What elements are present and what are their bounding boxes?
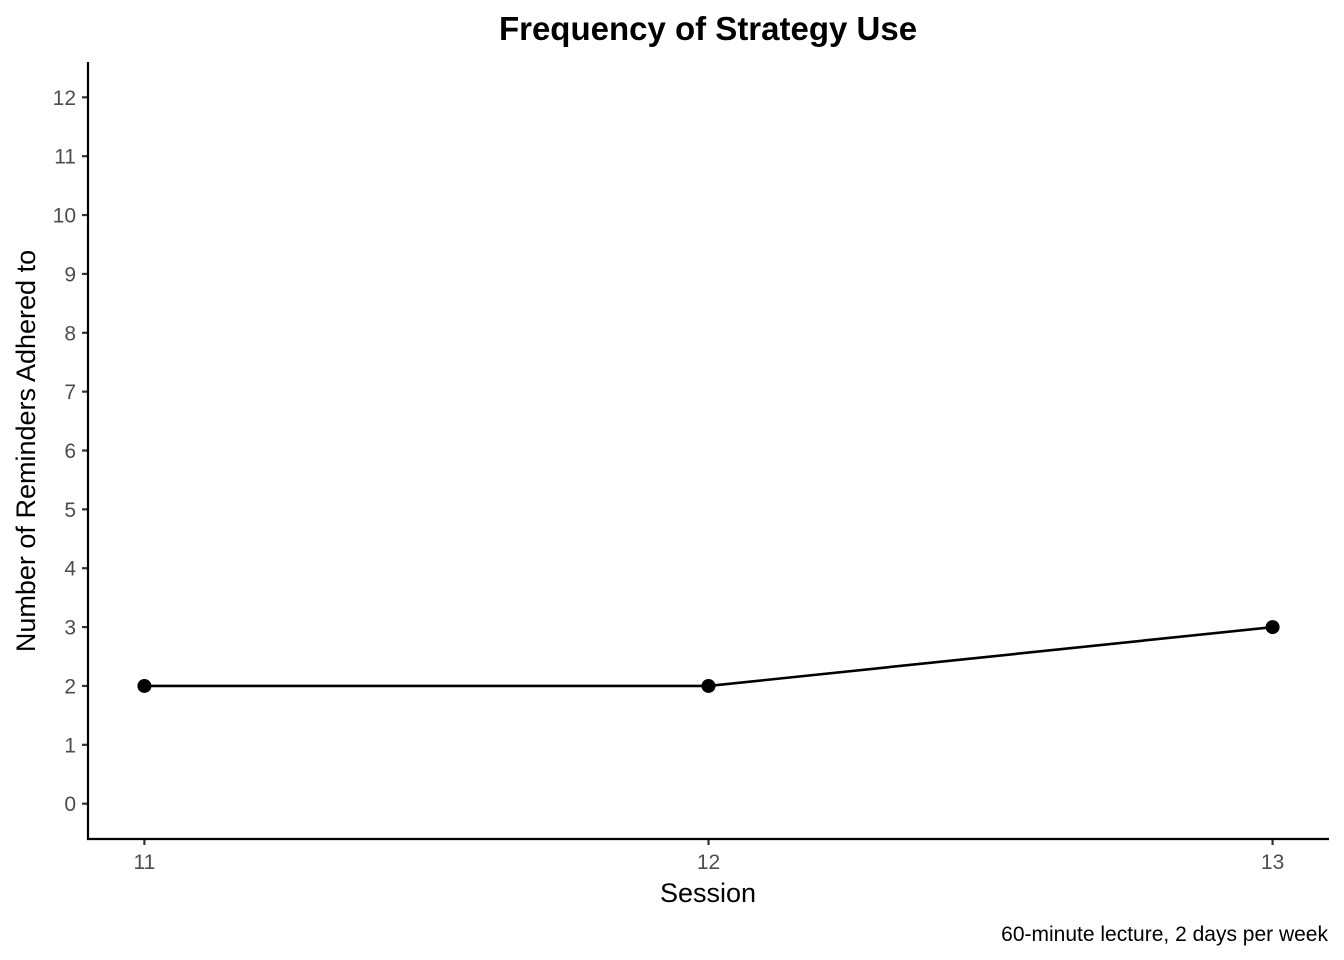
data-point	[701, 678, 716, 693]
series-layer	[137, 620, 1280, 693]
chart-caption: 60-minute lecture, 2 days per week	[1001, 923, 1328, 946]
y-axis-title: Number of Reminders Adhered to	[11, 250, 41, 652]
y-tick-label: 9	[64, 263, 76, 286]
x-tick-label: 12	[697, 851, 720, 874]
x-axis-ticks: 11 12 13	[134, 839, 1284, 874]
y-tick-label: 4	[64, 558, 76, 581]
y-tick-label: 2	[64, 675, 76, 698]
x-tick-label: 13	[1261, 851, 1284, 874]
chart-title: Frequency of Strategy Use	[499, 10, 917, 47]
y-tick-label: 10	[53, 205, 76, 228]
y-tick-label: 3	[64, 617, 76, 640]
y-tick-label: 11	[54, 146, 76, 169]
x-tick-label: 11	[134, 851, 156, 874]
y-tick-label: 8	[64, 322, 76, 345]
data-point	[1265, 620, 1280, 635]
x-axis-title: Session	[660, 878, 756, 908]
y-tick-label: 7	[64, 381, 76, 404]
data-point	[137, 678, 152, 693]
y-tick-label: 5	[64, 499, 76, 522]
y-tick-label: 12	[53, 87, 76, 110]
series-line	[144, 625, 1273, 688]
y-tick-label: 1	[64, 734, 76, 757]
y-tick-label: 0	[64, 793, 76, 816]
y-tick-label: 6	[64, 440, 76, 463]
